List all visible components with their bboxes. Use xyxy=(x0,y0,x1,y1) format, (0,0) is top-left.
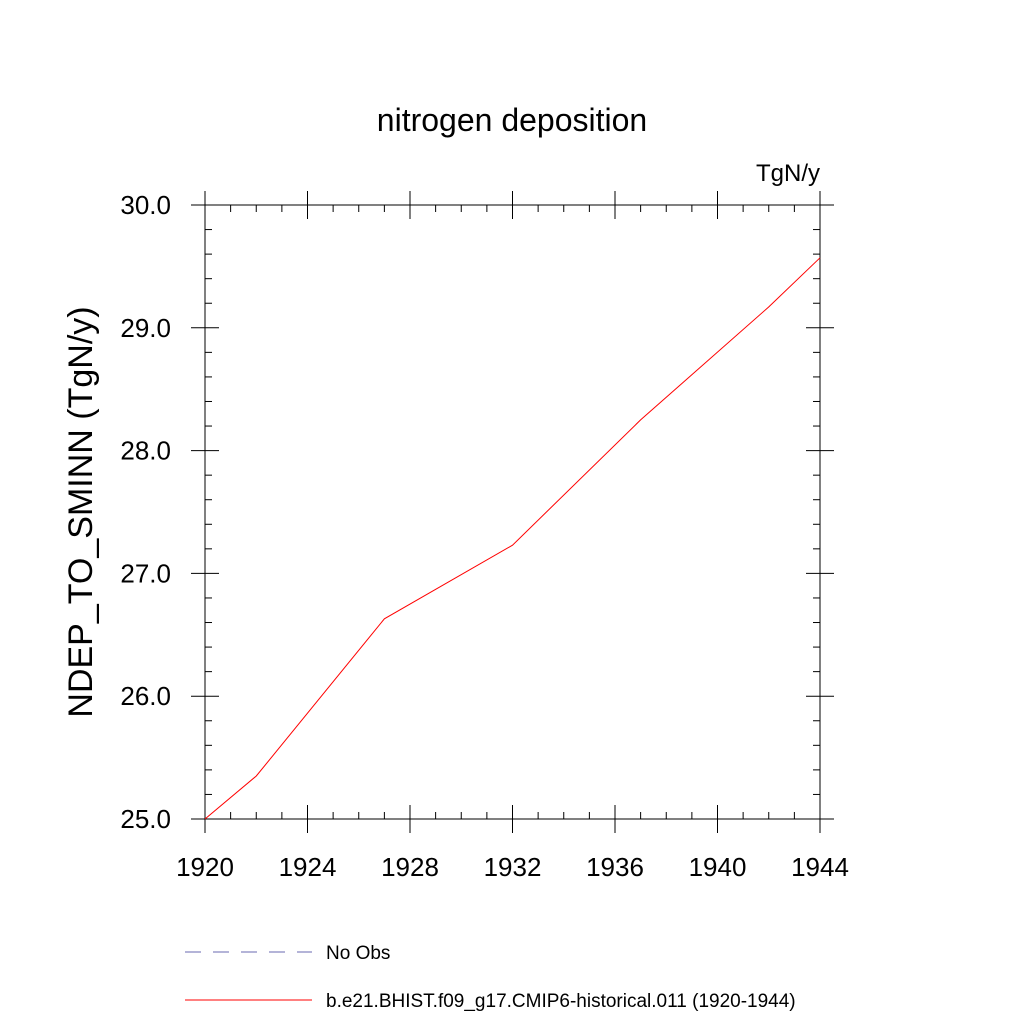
y-tick-label: 25.0 xyxy=(120,804,171,834)
y-tick-label: 30.0 xyxy=(120,190,171,220)
y-axis-label: NDEP_TO_SMINN (TgN/y) xyxy=(62,306,100,717)
x-tick-label: 1940 xyxy=(689,852,747,882)
y-tick-label: 27.0 xyxy=(120,558,171,588)
x-tick-label: 1932 xyxy=(484,852,542,882)
series-line xyxy=(204,257,821,820)
y-tick-label: 26.0 xyxy=(120,681,171,711)
legend: No Obs b.e21.BHIST.f09_g17.CMIP6-historic… xyxy=(185,943,796,1012)
chart-title: nitrogen deposition xyxy=(377,102,647,138)
units-label: TgN/y xyxy=(756,160,820,187)
x-tick-label: 1936 xyxy=(586,852,644,882)
x-tick-label: 1924 xyxy=(279,852,337,882)
y-tick-label: 28.0 xyxy=(120,436,171,466)
x-tick-label: 1928 xyxy=(381,852,439,882)
series-group xyxy=(204,257,821,820)
legend-label: b.e21.BHIST.f09_g17.CMIP6-historical.011… xyxy=(326,991,796,1012)
x-tick-label: 1920 xyxy=(176,852,234,882)
y-tick-label: 29.0 xyxy=(120,313,171,343)
x-tick-label: 1944 xyxy=(791,852,849,882)
legend-label: No Obs xyxy=(326,943,390,964)
tick-labels: 1920 1924 1928 1932 1936 1940 1944 25.0 26.0 27.0… xyxy=(120,190,849,882)
axis-ticks xyxy=(191,191,834,833)
plot-frame xyxy=(204,204,821,820)
